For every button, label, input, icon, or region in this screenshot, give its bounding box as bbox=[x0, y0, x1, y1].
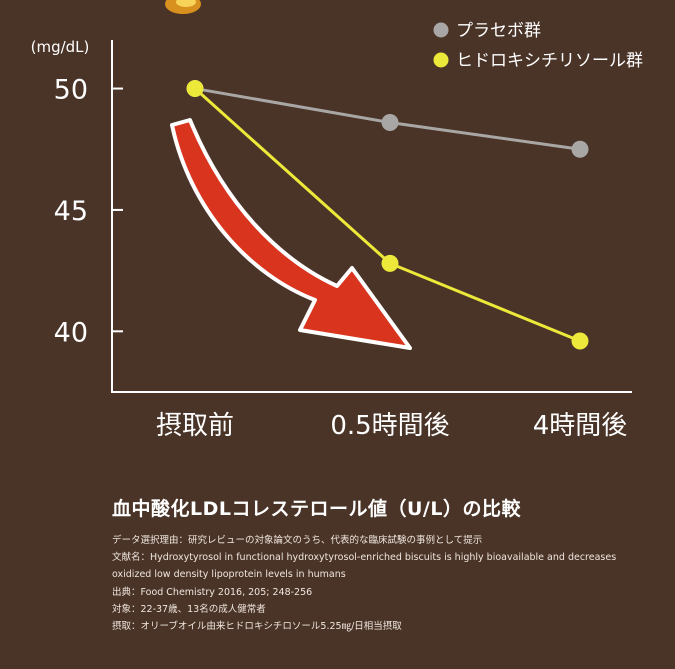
series-1-point bbox=[381, 254, 399, 272]
series-1-point bbox=[186, 80, 204, 98]
decrease-arrow-icon bbox=[170, 118, 412, 350]
line-chart: (mg/dL) 50 45 40 摂取前 0.5時間後 4時間後 プラセボ群ヒドロキシチ… bbox=[31, 0, 643, 441]
note-reference: 文献名：Hydroxytyrosol in functional hydroxy… bbox=[112, 552, 617, 581]
legend-marker bbox=[433, 52, 449, 68]
y-tick-label: 45 bbox=[54, 196, 88, 227]
decorative-glow-core bbox=[176, 0, 196, 7]
legend-marker bbox=[433, 22, 449, 38]
series-0-point bbox=[381, 114, 399, 132]
note-source: 出典：Food Chemistry 2016, 205; 248-256 bbox=[112, 586, 313, 598]
series-0-point bbox=[571, 140, 589, 158]
caption-title: 血中酸化LDLコレステロール値（U/L）の比較 bbox=[112, 498, 521, 520]
note-selection-reason: データ選択理由：研究レビューの対象論文のうち、代表的な臨床試験の事例として提示 bbox=[112, 535, 483, 546]
legend-label: プラセボ群 bbox=[456, 21, 541, 41]
y-tick-label: 40 bbox=[54, 317, 88, 348]
y-unit-label: (mg/dL) bbox=[31, 38, 90, 56]
note-intake: 摂取：オリーブオイル由来ヒドロキシチロソール5.25㎎/日相当摂取 bbox=[112, 621, 402, 633]
x-tick-label: 0.5時間後 bbox=[330, 411, 449, 441]
caption-notes: データ選択理由：研究レビューの対象論文のうち、代表的な臨床試験の事例として提示 … bbox=[112, 532, 652, 635]
x-tick-label: 摂取前 bbox=[156, 411, 234, 441]
series-1-point bbox=[571, 332, 589, 350]
y-tick-label: 50 bbox=[54, 75, 88, 106]
legend-label: ヒドロキシチリソール群 bbox=[456, 51, 643, 71]
x-tick-label: 4時間後 bbox=[533, 411, 628, 441]
note-subjects: 対象：22-37歳、13名の成人健常者 bbox=[112, 603, 266, 615]
